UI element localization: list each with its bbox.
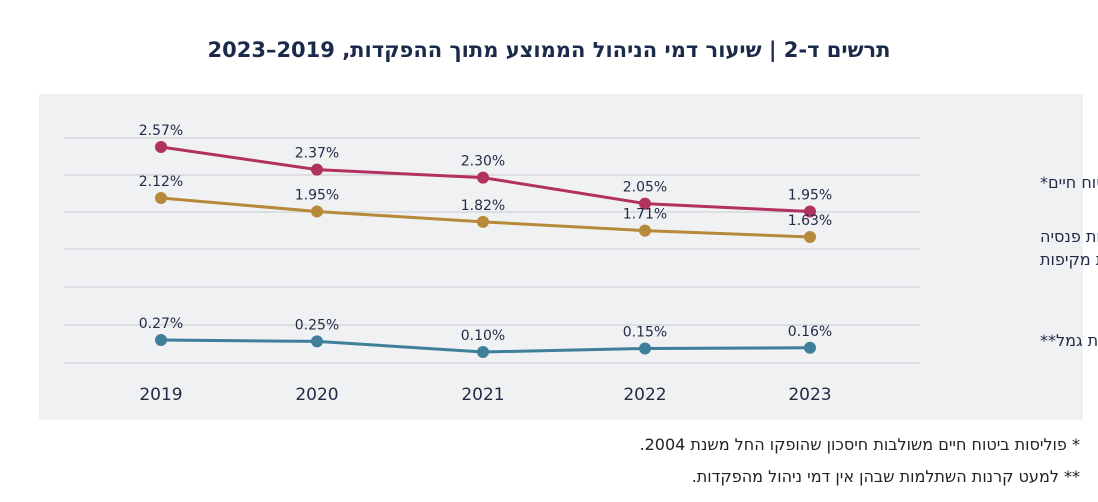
provident-funds-data-label-2020: 0.25% [295,317,339,333]
provident-funds-data-label-2022: 0.15% [623,324,667,340]
x-tick-label-2021: 2021 [461,385,504,405]
provident-funds-point-2019 [155,334,167,346]
pension-funds-legend-label: קרנות פנסיה [1040,227,1098,246]
chart-title: תרשים ד-2 | שיעור דמי הניהול הממוצע מתוך… [207,38,891,62]
chart-panel [39,94,1083,420]
x-tick-label-2019: 2019 [139,385,182,405]
life-insurance-point-2021 [477,171,489,184]
life-insurance-data-label-2023: 1.95% [788,188,832,204]
pension-funds-point-2021 [477,215,489,228]
provident-funds-point-2022 [639,342,651,355]
life-insurance-point-2022 [639,197,651,210]
provident-funds-data-label-2019: 0.27% [139,316,183,332]
provident-funds-data-label-2021: 0.10% [461,328,505,344]
life-insurance-point-2019 [155,141,167,153]
pension-funds-point-2020 [311,205,323,218]
pension-funds-data-label-2019: 2.12% [139,174,183,190]
life-insurance-data-label-2020: 2.37% [295,146,339,162]
x-tick-label-2022: 2022 [623,385,666,405]
footnote-provident-funds: ** למעט קרנות השתלמות שבהן אין דמי ניהול… [691,467,1080,486]
provident-funds-point-2020 [311,335,323,348]
pension-funds-data-label-2021: 1.82% [461,198,505,214]
provident-funds-legend-label: קופות גמל** [1040,331,1098,350]
pension-funds-point-2019 [155,192,167,204]
pension-funds-data-label-2023: 1.63% [788,213,832,229]
provident-funds-point-2023 [804,341,816,354]
pension-funds-legend-label-line2: חדשות מקיפות [1040,250,1098,269]
pension-funds-data-label-2022: 1.71% [623,207,667,223]
provident-funds-data-label-2023: 0.16% [788,324,832,340]
footnote-life-insurance: * פוליסות ביטוח חיים משולבות חיסכון שהופ… [639,435,1080,454]
x-tick-label-2023: 2023 [788,385,831,405]
life-insurance-data-label-2019: 2.57% [139,123,183,139]
life-insurance-data-label-2022: 2.05% [623,180,667,196]
life-insurance-data-label-2021: 2.30% [461,154,505,170]
pension-funds-point-2023 [804,231,816,243]
x-tick-label-2020: 2020 [295,385,338,405]
life-insurance-legend-label: ביטוח חיים* [1040,173,1098,192]
pension-funds-data-label-2020: 1.95% [295,188,339,204]
provident-funds-point-2021 [477,346,489,358]
life-insurance-point-2020 [311,163,323,176]
life-insurance-point-2023 [804,205,816,218]
pension-funds-point-2022 [639,224,651,237]
